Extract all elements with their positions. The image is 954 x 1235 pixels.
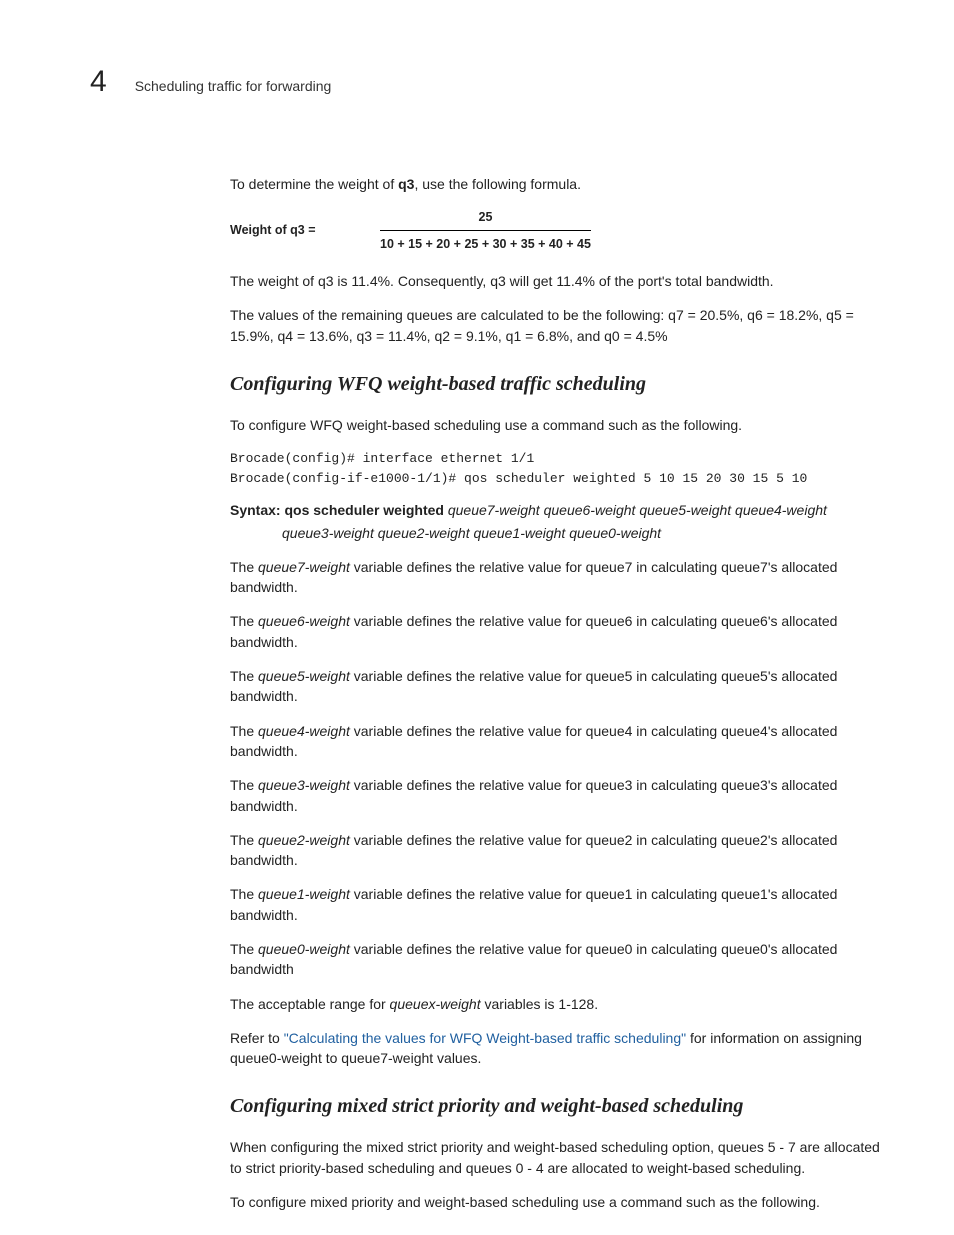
section2-para1: When configuring the mixed strict priori… [230, 1137, 894, 1178]
var-name: queue5-weight [258, 668, 350, 684]
code-block: Brocade(config)# interface ethernet 1/1 … [230, 449, 894, 488]
var-name: queue3-weight [258, 777, 350, 793]
refer-pre: Refer to [230, 1030, 284, 1046]
refer-paragraph: Refer to "Calculating the values for WFQ… [230, 1028, 894, 1069]
variable-item: The queue6-weight variable defines the r… [230, 611, 894, 652]
main-content: To determine the weight of q3, use the f… [230, 174, 894, 1213]
variable-item: The queue4-weight variable defines the r… [230, 721, 894, 762]
section2-heading: Configuring mixed strict priority and we… [230, 1092, 894, 1121]
variable-item: The queue1-weight variable defines the r… [230, 884, 894, 925]
chapter-number: 4 [90, 60, 107, 104]
result-para-2: The values of the remaining queues are c… [230, 305, 894, 346]
var-pre: The [230, 559, 258, 575]
intro-pre: To determine the weight of [230, 176, 398, 192]
refer-link[interactable]: "Calculating the values for WFQ Weight-b… [284, 1030, 686, 1046]
intro-post: , use the following formula. [414, 176, 581, 192]
range-post: variables is 1-128. [481, 996, 599, 1012]
syntax-block: Syntax: qos scheduler weighted queue7-we… [230, 500, 894, 543]
var-name: queue0-weight [258, 941, 350, 957]
range-pre: The acceptable range for [230, 996, 390, 1012]
variable-item: The queue0-weight variable defines the r… [230, 939, 894, 980]
section1-heading: Configuring WFQ weight-based traffic sch… [230, 370, 894, 399]
variable-item: The queue7-weight variable defines the r… [230, 557, 894, 598]
variable-item: The queue5-weight variable defines the r… [230, 666, 894, 707]
syntax-args-line1: queue7-weight queue6-weight queue5-weigh… [444, 502, 827, 518]
header-title: Scheduling traffic for forwarding [135, 76, 332, 96]
var-pre: The [230, 723, 258, 739]
var-name: queue4-weight [258, 723, 350, 739]
var-pre: The [230, 886, 258, 902]
range-var: queuex-weight [390, 996, 481, 1012]
formula-block: Weight of q3 = 25 10 + 15 + 20 + 25 + 30… [230, 208, 894, 253]
var-name: queue6-weight [258, 613, 350, 629]
formula-left: Weight of q3 = [230, 221, 380, 239]
var-pre: The [230, 777, 258, 793]
result-para-1: The weight of q3 is 11.4%. Consequently,… [230, 271, 894, 291]
page-header: 4 Scheduling traffic for forwarding [90, 60, 894, 104]
formula-denominator: 10 + 15 + 20 + 25 + 30 + 35 + 40 + 45 [380, 235, 591, 253]
var-pre: The [230, 668, 258, 684]
syntax-cmd: qos scheduler weighted [284, 502, 443, 518]
variable-list: The queue7-weight variable defines the r… [230, 557, 894, 980]
formula-line [380, 230, 591, 231]
var-name: queue1-weight [258, 886, 350, 902]
var-name: queue2-weight [258, 832, 350, 848]
var-pre: The [230, 832, 258, 848]
formula-numerator: 25 [380, 208, 591, 226]
var-pre: The [230, 613, 258, 629]
intro-paragraph: To determine the weight of q3, use the f… [230, 174, 894, 194]
var-pre: The [230, 941, 258, 957]
section2-para2: To configure mixed priority and weight-b… [230, 1192, 894, 1212]
variable-item: The queue3-weight variable defines the r… [230, 775, 894, 816]
intro-bold: q3 [398, 176, 414, 192]
range-paragraph: The acceptable range for queuex-weight v… [230, 994, 894, 1014]
variable-item: The queue2-weight variable defines the r… [230, 830, 894, 871]
section1-intro: To configure WFQ weight-based scheduling… [230, 415, 894, 435]
syntax-args-line2: queue3-weight queue2-weight queue1-weigh… [282, 523, 894, 543]
syntax-label: Syntax: [230, 502, 284, 518]
formula-right: 25 10 + 15 + 20 + 25 + 30 + 35 + 40 + 45 [380, 208, 591, 253]
var-name: queue7-weight [258, 559, 350, 575]
